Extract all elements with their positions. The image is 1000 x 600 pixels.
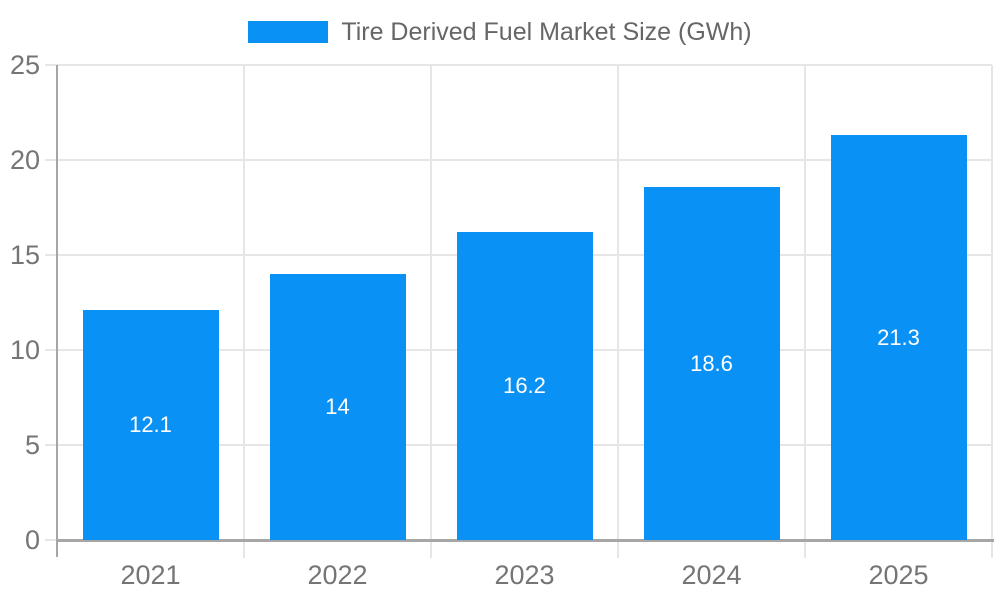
bar-2023: 16.2 bbox=[456, 232, 593, 540]
category-grid-line bbox=[617, 65, 619, 558]
y-grid-line bbox=[45, 159, 992, 161]
y-tick-label: 10 bbox=[9, 335, 40, 365]
bar-2025: 21.3 bbox=[830, 135, 967, 540]
legend-swatch bbox=[248, 21, 329, 43]
category-grid-line bbox=[991, 65, 993, 558]
x-tick-label: 2025 bbox=[868, 560, 929, 590]
y-axis-line bbox=[56, 65, 58, 557]
legend: Tire Derived Fuel Market Size (GWh) bbox=[0, 18, 1000, 46]
bar-2021: 12.1 bbox=[82, 310, 219, 540]
y-tick-label: 15 bbox=[9, 240, 40, 270]
bar-2022: 14 bbox=[269, 274, 406, 540]
bar-2024: 18.6 bbox=[643, 187, 780, 540]
category-grid-line bbox=[804, 65, 806, 558]
y-tick-label: 25 bbox=[9, 50, 40, 80]
y-grid-line bbox=[45, 64, 992, 66]
y-tick-label: 0 bbox=[24, 525, 40, 555]
x-axis-line bbox=[57, 539, 994, 542]
category-grid-line bbox=[243, 65, 245, 558]
x-tick-label: 2023 bbox=[494, 560, 555, 590]
bar-value-label: 12.1 bbox=[129, 412, 172, 437]
bar-value-label: 16.2 bbox=[503, 373, 546, 398]
legend-label: Tire Derived Fuel Market Size (GWh) bbox=[341, 18, 752, 46]
y-tick-label: 20 bbox=[9, 145, 40, 175]
bar-value-label: 14 bbox=[325, 394, 350, 419]
y-tick-mark bbox=[45, 539, 57, 541]
x-tick-label: 2021 bbox=[120, 560, 181, 590]
bar-value-label: 21.3 bbox=[877, 324, 920, 350]
category-grid-line bbox=[430, 65, 432, 558]
bar-value-label: 18.6 bbox=[690, 350, 733, 376]
y-tick-label: 5 bbox=[24, 430, 40, 460]
plot-area: 0 5 10 15 20 25 12.1 2021 14 2022 16.2 2023 18.6 2024… bbox=[10, 50, 994, 590]
x-tick-label: 2022 bbox=[307, 560, 368, 590]
x-tick-label: 2024 bbox=[681, 560, 742, 590]
